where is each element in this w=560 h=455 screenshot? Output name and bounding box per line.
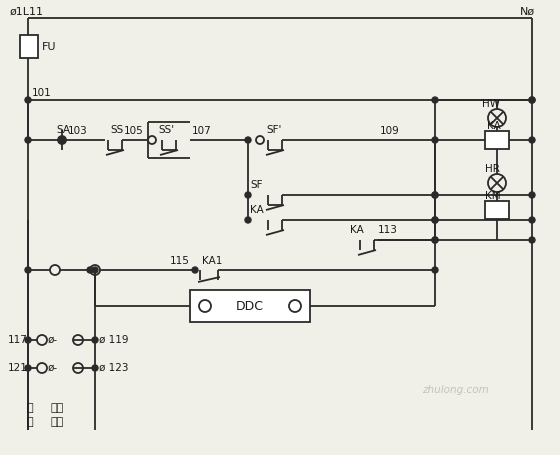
Text: DDC: DDC	[236, 299, 264, 313]
Text: ø 119: ø 119	[99, 335, 128, 345]
Text: HR: HR	[485, 164, 500, 174]
Text: KA1: KA1	[202, 256, 222, 266]
Circle shape	[432, 217, 438, 223]
Text: 109: 109	[380, 126, 400, 136]
Circle shape	[92, 267, 98, 273]
Text: KA: KA	[487, 121, 501, 131]
Text: KA: KA	[350, 225, 364, 235]
Text: SA: SA	[56, 125, 70, 135]
Text: KM: KM	[485, 191, 501, 201]
Circle shape	[25, 137, 31, 143]
Text: SS': SS'	[158, 125, 174, 135]
Text: 107: 107	[192, 126, 212, 136]
Text: 121: 121	[8, 363, 28, 373]
Circle shape	[432, 137, 438, 143]
Text: 103: 103	[68, 126, 88, 136]
Circle shape	[529, 137, 535, 143]
Circle shape	[25, 97, 31, 103]
Circle shape	[432, 97, 438, 103]
Circle shape	[529, 217, 535, 223]
Circle shape	[59, 137, 65, 143]
Bar	[485, 131, 509, 149]
Text: 117: 117	[8, 335, 28, 345]
Text: 动: 动	[27, 417, 33, 427]
Text: FU: FU	[42, 41, 57, 51]
Circle shape	[529, 97, 535, 103]
Circle shape	[92, 337, 98, 343]
Circle shape	[432, 237, 438, 243]
Text: 113: 113	[378, 225, 398, 235]
Circle shape	[59, 137, 64, 142]
Bar	[485, 201, 509, 219]
Circle shape	[25, 267, 31, 273]
Circle shape	[432, 192, 438, 198]
Circle shape	[245, 217, 251, 223]
Circle shape	[529, 237, 535, 243]
Text: zhulong.com: zhulong.com	[422, 385, 488, 395]
Text: SS: SS	[110, 125, 123, 135]
Circle shape	[87, 267, 93, 273]
Circle shape	[432, 192, 438, 198]
Text: KA: KA	[250, 205, 264, 215]
Text: 105: 105	[124, 126, 144, 136]
Text: ø-: ø-	[48, 335, 58, 345]
Bar	[20, 35, 38, 58]
Text: SF': SF'	[266, 125, 281, 135]
Bar	[190, 290, 310, 322]
Circle shape	[192, 267, 198, 273]
Text: 115: 115	[170, 256, 190, 266]
Circle shape	[432, 267, 438, 273]
Text: SF: SF	[250, 180, 263, 190]
Text: HW: HW	[482, 99, 500, 109]
Circle shape	[25, 365, 31, 371]
Circle shape	[245, 192, 251, 198]
Circle shape	[25, 337, 31, 343]
Text: ø 123: ø 123	[99, 363, 128, 373]
Text: 止动: 止动	[50, 417, 64, 427]
Text: Nø: Nø	[520, 7, 535, 17]
Circle shape	[245, 137, 251, 143]
Circle shape	[529, 97, 535, 103]
Circle shape	[432, 237, 438, 243]
Circle shape	[432, 217, 438, 223]
Text: 101: 101	[32, 88, 52, 98]
Circle shape	[529, 192, 535, 198]
Text: 自: 自	[27, 403, 33, 413]
Circle shape	[92, 365, 98, 371]
Text: ø-: ø-	[48, 363, 58, 373]
Text: ø1L11: ø1L11	[10, 7, 44, 17]
Text: 停手: 停手	[50, 403, 64, 413]
